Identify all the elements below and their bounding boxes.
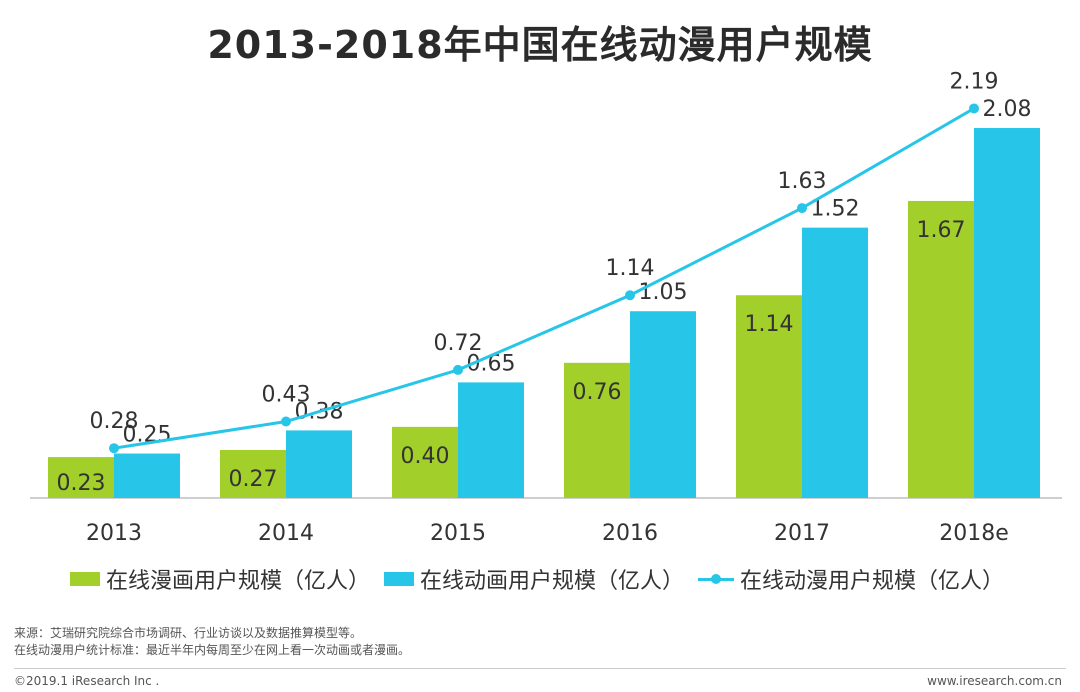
data-label-comics-2017: 1.14 bbox=[745, 312, 794, 337]
data-label-comics-2013: 0.23 bbox=[57, 471, 106, 496]
bar-animation-2013 bbox=[114, 453, 180, 498]
website-text: www.iresearch.com.cn bbox=[927, 674, 1062, 688]
legend-label-animation: 在线动画用户规模（亿人） bbox=[420, 569, 685, 594]
legend-label-comics: 在线漫画用户规模（亿人） bbox=[106, 569, 371, 594]
data-label-comics-2018e: 1.67 bbox=[917, 218, 966, 243]
bar-comics-2015 bbox=[392, 426, 458, 498]
data-label-total-2014: 0.43 bbox=[262, 383, 311, 408]
legend-swatch-comics bbox=[70, 572, 100, 586]
bar-animation-2015 bbox=[458, 382, 524, 498]
bar-line-chart: 0.230.2520130.270.3820140.400.6520150.76… bbox=[30, 69, 1062, 546]
data-label-comics-2015: 0.40 bbox=[401, 444, 450, 469]
footer-divider bbox=[14, 668, 1066, 669]
x-tick-label-2017: 2017 bbox=[774, 521, 830, 546]
bar-comics-2018e bbox=[908, 200, 974, 498]
line-point-2017 bbox=[797, 203, 807, 214]
bar-comics-2016 bbox=[564, 362, 630, 498]
x-tick-label-2018e: 2018e bbox=[939, 521, 1009, 546]
data-label-total-2015: 0.72 bbox=[434, 331, 483, 356]
legend-item-total: 在线动漫用户规模（亿人） bbox=[698, 563, 1004, 595]
bar-animation-2014 bbox=[286, 430, 352, 498]
data-label-total-2018e: 2.19 bbox=[950, 69, 999, 94]
definition-note: 在线动漫用户统计标准：最近半年内每周至少在网上看一次动画或者漫画。 bbox=[14, 643, 411, 657]
bar-comics-2014 bbox=[220, 449, 286, 498]
chart-title: 2013-2018年中国在线动漫用户规模 bbox=[207, 23, 873, 67]
data-label-total-2016: 1.14 bbox=[606, 256, 655, 281]
line-point-2014 bbox=[281, 416, 291, 427]
data-label-total-2017: 1.63 bbox=[778, 169, 827, 194]
data-label-comics-2016: 0.76 bbox=[573, 380, 622, 405]
bar-animation-2017 bbox=[802, 227, 868, 499]
x-tick-label-2014: 2014 bbox=[258, 521, 314, 546]
data-label-animation-2017: 1.52 bbox=[811, 197, 860, 222]
x-tick-label-2016: 2016 bbox=[602, 521, 658, 546]
legend-swatch-animation bbox=[384, 572, 415, 586]
footer: ©2019.1 iResearch Inc . www.iresearch.co… bbox=[0, 662, 1080, 692]
x-tick-label-2015: 2015 bbox=[430, 521, 486, 546]
chart-legend: 在线漫画用户规模（亿人） 在线动画用户规模（亿人） 在线动漫用户规模（亿人） bbox=[70, 562, 1018, 596]
bar-comics-2013 bbox=[48, 457, 114, 498]
line-point-2016 bbox=[625, 290, 635, 301]
bar-animation-2016 bbox=[630, 311, 696, 498]
data-label-animation-2016: 1.05 bbox=[639, 280, 688, 305]
line-point-2018e bbox=[969, 103, 979, 114]
bar-comics-2017 bbox=[736, 295, 802, 498]
legend-swatch-total bbox=[698, 572, 735, 586]
line-series-total bbox=[113, 107, 975, 450]
data-label-comics-2014: 0.27 bbox=[229, 467, 278, 492]
copyright-text: ©2019.1 iResearch Inc . bbox=[14, 674, 160, 688]
data-label-total-2013: 0.28 bbox=[90, 409, 139, 434]
legend-item-comics: 在线漫画用户规模（亿人） bbox=[70, 563, 370, 595]
source-note: 来源：艾瑞研究院综合市场调研、行业访谈以及数据推算模型等。 bbox=[14, 626, 363, 640]
legend-label-total: 在线动漫用户规模（亿人） bbox=[740, 569, 1005, 594]
legend-item-animation: 在线动画用户规模（亿人） bbox=[384, 563, 684, 595]
bar-animation-2018e bbox=[974, 128, 1040, 499]
line-point-2013 bbox=[109, 443, 119, 454]
data-label-animation-2018e: 2.08 bbox=[983, 97, 1032, 122]
line-point-2015 bbox=[453, 364, 463, 375]
x-tick-label-2013: 2013 bbox=[86, 521, 142, 546]
